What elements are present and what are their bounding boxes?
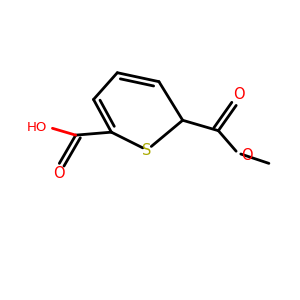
Text: O: O <box>53 166 65 181</box>
Text: S: S <box>142 142 152 158</box>
Text: O: O <box>241 148 252 164</box>
Text: HO: HO <box>27 121 47 134</box>
Text: O: O <box>233 87 245 102</box>
